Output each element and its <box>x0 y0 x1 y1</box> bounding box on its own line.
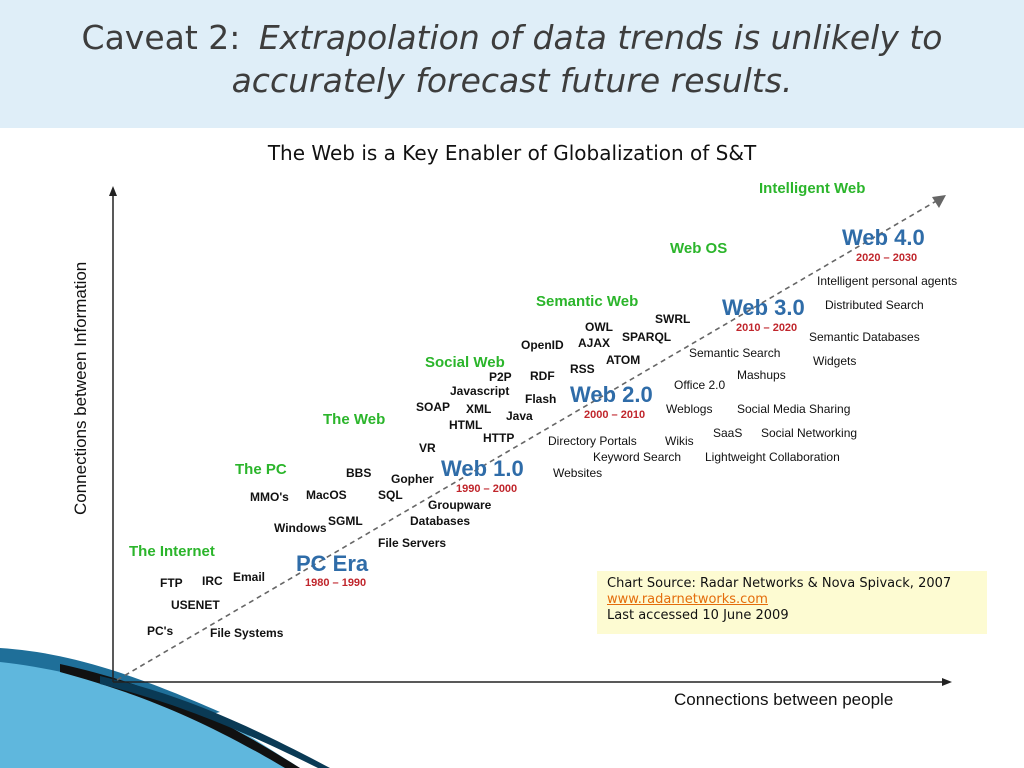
source-accessed: Last accessed 10 June 2009 <box>607 608 789 623</box>
tech-mmos: MMO's <box>250 490 289 504</box>
x-axis-label: Connections between people <box>674 690 893 709</box>
era-label: Web 1.0 <box>441 456 524 481</box>
phase-web: The Web <box>323 411 385 428</box>
tech-owl: OWL <box>585 320 613 334</box>
tech-file-servers: File Servers <box>378 536 446 550</box>
era-pc: PC Era 1980 – 1990 <box>296 551 369 589</box>
tech-java: Java <box>506 409 533 423</box>
era-years: 1980 – 1990 <box>305 577 366 589</box>
phase-pc: The PC <box>235 461 287 478</box>
decorative-swoosh-accent <box>100 676 330 768</box>
tech-groupware: Groupware <box>428 498 492 512</box>
tech-ftp: FTP <box>160 576 183 590</box>
tech-social-media-sharing: Social Media Sharing <box>737 402 850 416</box>
phase-semantic-web: Semantic Web <box>536 293 638 310</box>
tech-http: HTTP <box>483 431 514 445</box>
tech-macos: MacOS <box>306 488 347 502</box>
tech-sql: SQL <box>378 488 403 502</box>
era-years: 1990 – 2000 <box>456 483 517 495</box>
era-web-4: Web 4.0 2020 – 2030 <box>842 225 925 264</box>
tech-rss: RSS <box>570 362 595 376</box>
tech-soap: SOAP <box>416 400 450 414</box>
tech-rdf: RDF <box>530 369 555 383</box>
tech-distributed-search: Distributed Search <box>825 298 924 312</box>
tech-p2p: P2P <box>489 370 512 384</box>
phase-web-os: Web OS <box>670 240 727 257</box>
era-web-2: Web 2.0 2000 – 2010 <box>570 382 653 421</box>
era-years: 2000 – 2010 <box>584 409 645 421</box>
tech-irc: IRC <box>202 574 223 588</box>
tech-atom: ATOM <box>606 353 640 367</box>
era-label: PC Era <box>296 551 369 576</box>
x-axis-arrow <box>942 678 952 686</box>
tech-office-2: Office 2.0 <box>674 378 725 392</box>
tech-keyword-search: Keyword Search <box>593 450 681 464</box>
source-text: Chart Source: Radar Networks & Nova Spiv… <box>607 576 952 591</box>
tech-gopher: Gopher <box>391 472 434 486</box>
tech-semantic-databases: Semantic Databases <box>809 330 920 344</box>
tech-usenet: USENET <box>171 598 220 612</box>
tech-openid: OpenID <box>521 338 564 352</box>
tech-email: Email <box>233 570 265 584</box>
tech-sparql: SPARQL <box>622 330 671 344</box>
era-years: 2020 – 2030 <box>856 252 917 264</box>
era-label: Web 2.0 <box>570 382 653 407</box>
tech-flash: Flash <box>525 392 556 406</box>
era-web-1: Web 1.0 1990 – 2000 <box>441 456 524 495</box>
tech-social-networking: Social Networking <box>761 426 857 440</box>
tech-intelligent-personal-agents: Intelligent personal agents <box>817 274 957 288</box>
y-axis-arrow <box>109 186 117 196</box>
phase-intelligent-web: Intelligent Web <box>759 180 865 197</box>
tech-file-systems: File Systems <box>210 626 284 640</box>
diagram-subtitle: The Web is a Key Enabler of Globalizatio… <box>267 141 757 165</box>
tech-windows: Windows <box>274 521 327 535</box>
tech-wikis: Wikis <box>665 434 694 448</box>
tech-mashups: Mashups <box>737 368 786 382</box>
tech-bbs: BBS <box>346 466 371 480</box>
tech-semantic-search: Semantic Search <box>689 346 780 360</box>
era-label: Web 3.0 <box>722 295 805 320</box>
tech-pcs: PC's <box>147 624 174 638</box>
era-web-3: Web 3.0 2010 – 2020 <box>722 295 805 334</box>
tech-xml: XML <box>466 402 491 416</box>
tech-javascript: Javascript <box>450 384 509 398</box>
slide-title: Caveat 2: Extrapolation of data trends i… <box>0 16 1024 102</box>
trend-arrow-head <box>932 195 946 208</box>
tech-vr: VR <box>419 441 436 455</box>
y-axis-label: Connections between Information <box>71 262 90 515</box>
title-prefix: Caveat 2: <box>81 18 241 57</box>
title-bar <box>0 0 1024 128</box>
tech-swrl: SWRL <box>655 312 690 326</box>
tech-websites: Websites <box>553 466 602 480</box>
trend-line <box>116 199 939 681</box>
phase-social-web: Social Web <box>425 354 505 371</box>
decorative-swoosh-light <box>0 662 300 768</box>
title-line-1: Extrapolation of data trends is unlikely… <box>258 18 943 57</box>
tech-sgml: SGML <box>328 514 363 528</box>
tech-saas: SaaS <box>713 426 742 440</box>
tech-directory-portals: Directory Portals <box>548 434 637 448</box>
title-line-2: accurately forecast future results. <box>231 61 793 100</box>
era-label: Web 4.0 <box>842 225 925 250</box>
decorative-swoosh-black <box>60 664 300 768</box>
tech-databases: Databases <box>410 514 470 528</box>
tech-html: HTML <box>449 418 482 432</box>
tech-widgets: Widgets <box>813 354 856 368</box>
chart-source-box: Chart Source: Radar Networks & Nova Spiv… <box>597 571 987 634</box>
tech-ajax: AJAX <box>578 336 610 350</box>
phase-internet: The Internet <box>129 543 215 560</box>
tech-lightweight-collaboration: Lightweight Collaboration <box>705 450 840 464</box>
era-years: 2010 – 2020 <box>736 322 797 334</box>
tech-weblogs: Weblogs <box>666 402 712 416</box>
source-link[interactable]: www.radarnetworks.com <box>607 592 768 607</box>
